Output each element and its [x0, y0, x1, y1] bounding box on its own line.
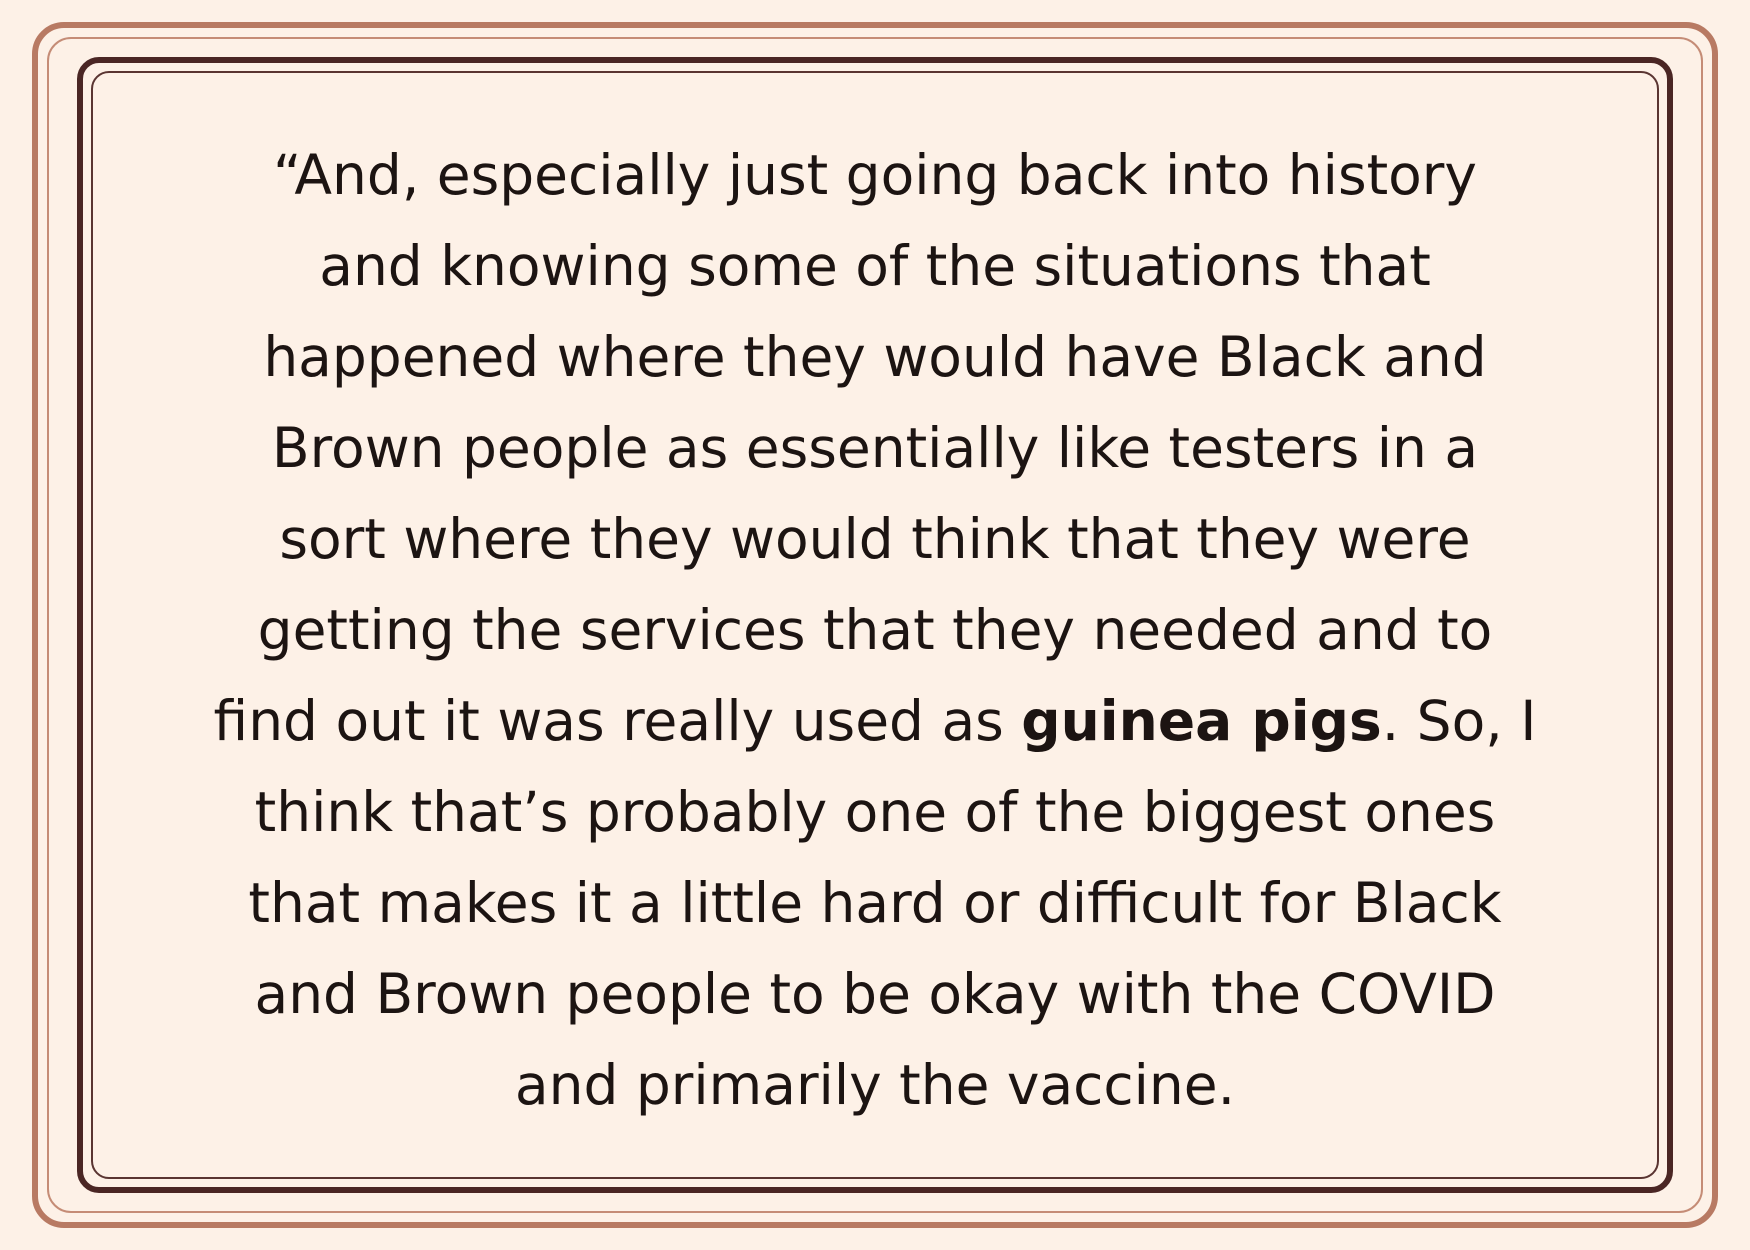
quote-line: getting the services that they needed an…: [257, 598, 1493, 662]
quote-line: and primarily the vaccine.: [514, 1053, 1236, 1117]
outer-frame-border: [32, 22, 1718, 1228]
quote-text: “And, especially just going back into hi…: [150, 130, 1600, 1131]
quote-line: and Brown people to be okay with the COV…: [254, 962, 1496, 1026]
quote-line: that makes it a little hard or difficult…: [248, 871, 1502, 935]
quote-line-start: find out it was really used as: [213, 689, 1022, 753]
quote-line: Brown people as essentially like testers…: [271, 416, 1479, 480]
inner-frame-thin-border: [91, 71, 1659, 1179]
quote-line: and knowing some of the situations that: [319, 234, 1431, 298]
quote-emphasis: guinea pigs: [1021, 689, 1382, 753]
inner-frame-border: [77, 57, 1673, 1193]
outer-frame-thin-border: [47, 37, 1703, 1213]
quote-line: sort where they would think that they we…: [279, 507, 1471, 571]
quote-line-end: . So, I: [1381, 689, 1537, 753]
quote-line-with-emphasis: find out it was really used as guinea pi…: [150, 676, 1600, 767]
quote-line: “And, especially just going back into hi…: [273, 143, 1477, 207]
quote-line: happened where they would have Black and: [263, 325, 1487, 389]
quote-line: think that’s probably one of the biggest…: [254, 780, 1496, 844]
